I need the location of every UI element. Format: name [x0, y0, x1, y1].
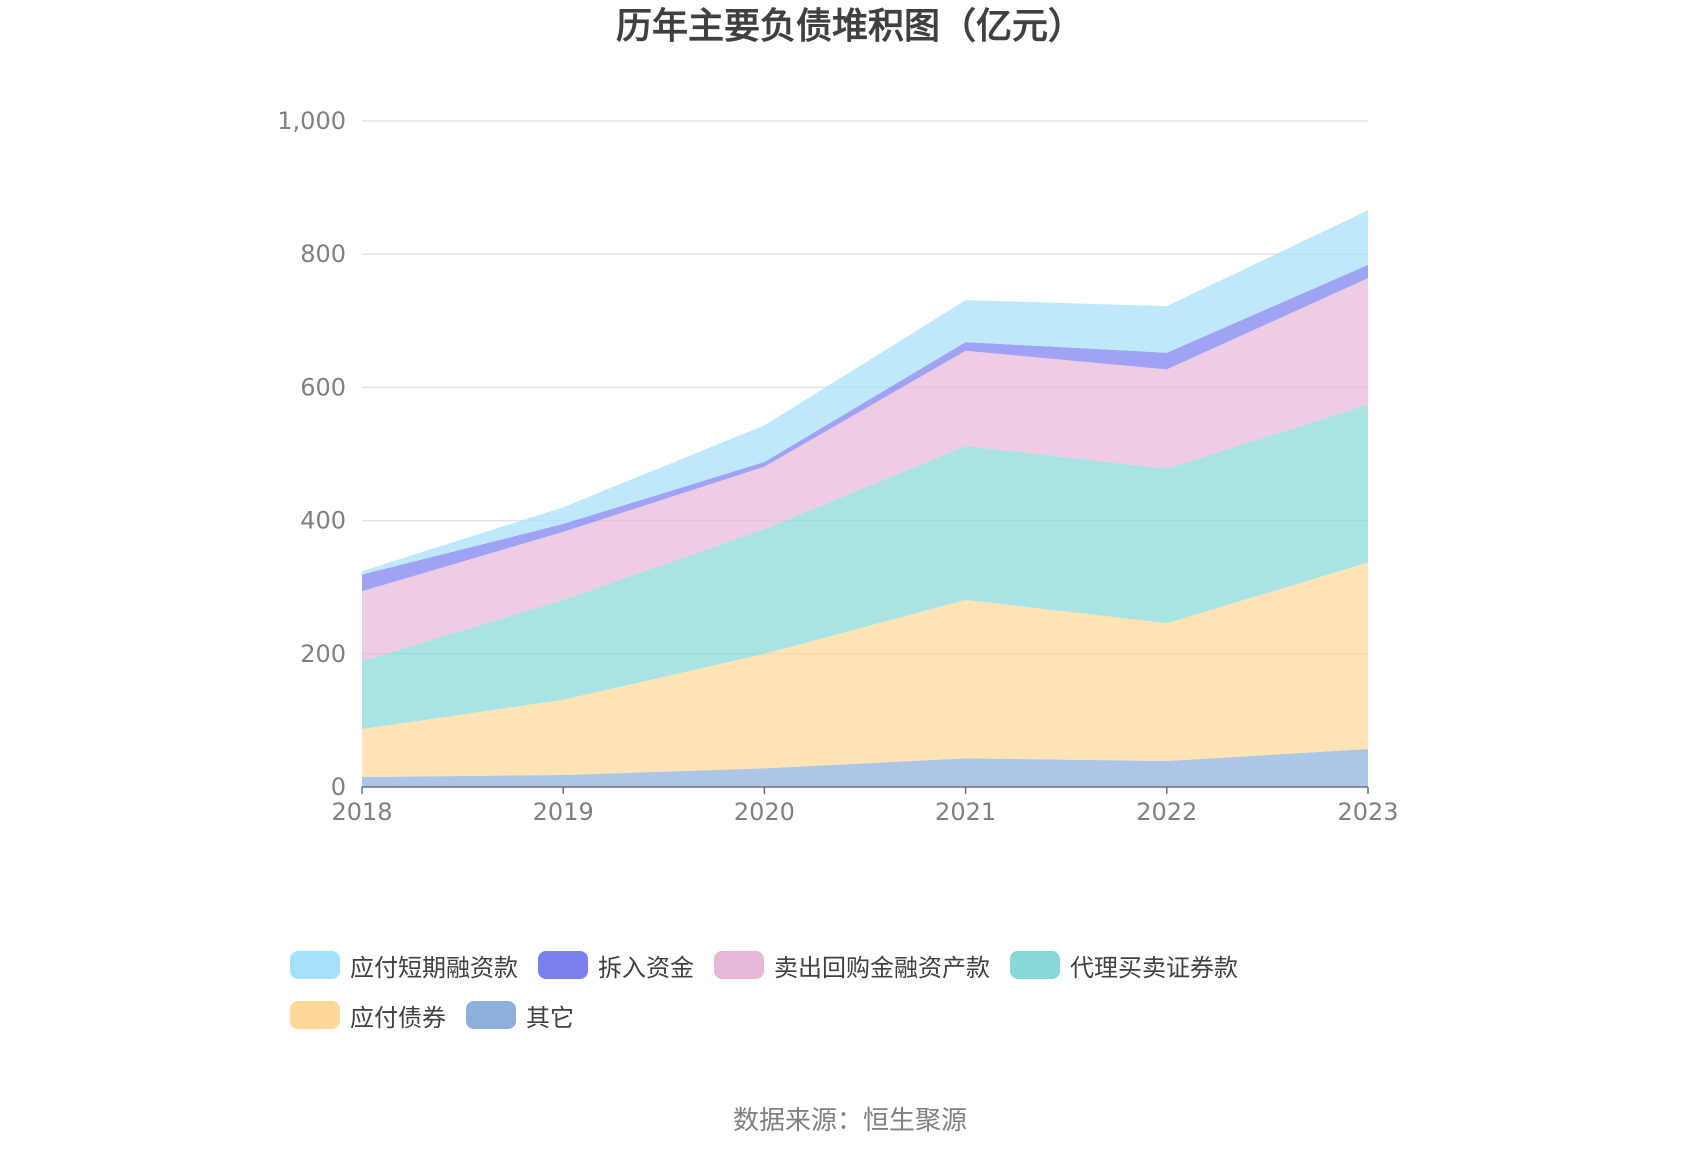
chart-title: 历年主要负债堆积图（亿元） [615, 6, 1084, 47]
area-series-2 [362, 404, 1368, 730]
legend-item[interactable]: 应付债券 [290, 1000, 446, 1032]
legend-swatch [714, 951, 764, 979]
legend-swatch [1010, 951, 1060, 979]
legend-label: 应付短期融资款 [350, 953, 518, 982]
legend-item[interactable]: 卖出回购金融资产款 [714, 950, 990, 982]
y-tick-label: 800 [300, 240, 346, 268]
area-series-4 [362, 264, 1368, 592]
legend-label: 应付债券 [350, 1003, 446, 1032]
data-source: 数据来源：恒生聚源 [732, 1106, 967, 1136]
x-tick-label: 2023 [1337, 798, 1398, 826]
y-tick-label: 400 [300, 507, 346, 535]
area-series-1 [362, 562, 1368, 778]
legend-label: 代理买卖证券款 [1070, 953, 1238, 982]
legend-item[interactable]: 应付短期融资款 [290, 950, 518, 982]
area-series-0 [362, 749, 1368, 787]
legend: 应付短期融资款 拆入资金 卖出回购金融资产款 代理买卖证券款应付债券 其它 [290, 950, 1430, 1032]
x-tick-label: 2018 [331, 798, 392, 826]
x-tick-label: 2019 [533, 798, 594, 826]
area-series-5 [362, 210, 1368, 575]
legend-swatch [466, 1001, 516, 1029]
legend-item[interactable]: 其它 [466, 1000, 574, 1032]
legend-item[interactable]: 代理买卖证券款 [1010, 950, 1238, 982]
legend-swatch [290, 951, 340, 979]
area-series-3 [362, 278, 1368, 662]
legend-swatch [290, 1001, 340, 1029]
x-tick-label: 2020 [734, 798, 795, 826]
legend-label: 其它 [526, 1003, 574, 1032]
legend-swatch [538, 951, 588, 979]
axes: 0 200 400 600 800 1,000 2018 2019 2020 2021 2022 20… [277, 107, 1398, 826]
y-tick-label: 200 [300, 640, 346, 668]
y-tick-label: 0 [331, 773, 346, 801]
x-tick-label: 2022 [1136, 798, 1197, 826]
y-tick-label: 1,000 [277, 107, 346, 135]
legend-label: 拆入资金 [598, 953, 694, 982]
legend-label: 卖出回购金融资产款 [774, 953, 990, 982]
stacked-areas [362, 210, 1368, 787]
y-tick-label: 600 [300, 373, 346, 401]
legend-item[interactable]: 拆入资金 [538, 950, 694, 982]
x-tick-label: 2021 [935, 798, 996, 826]
